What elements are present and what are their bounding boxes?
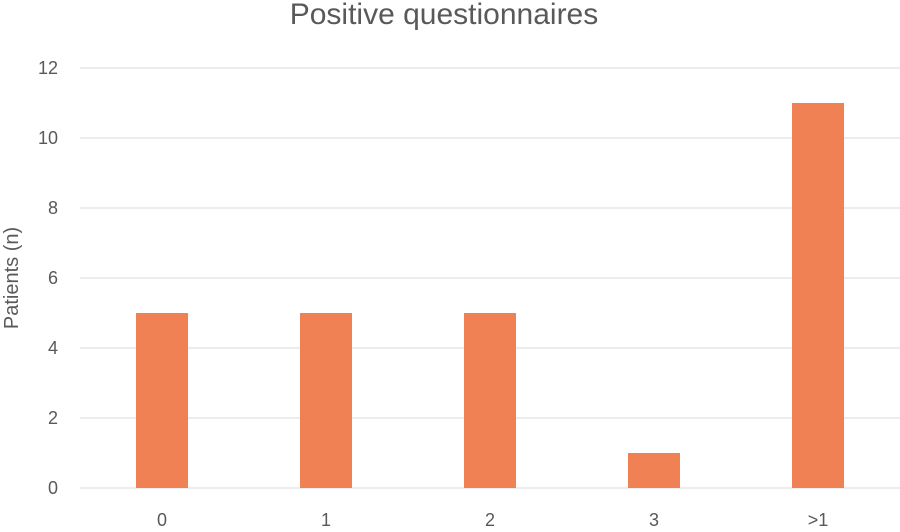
y-tick-label: 2 — [48, 408, 58, 428]
bars — [136, 103, 844, 488]
y-tick-label: 4 — [48, 338, 58, 358]
y-tick-label: 6 — [48, 268, 58, 288]
chart-title: Positive questionnaires — [290, 0, 599, 31]
bar-0 — [136, 313, 188, 488]
y-tick-label: 8 — [48, 198, 58, 218]
x-axis-ticks: 0 1 2 3 >1 — [157, 510, 829, 530]
bar-3 — [628, 453, 680, 488]
x-tick-label: 1 — [321, 510, 331, 527]
bar-2 — [464, 313, 516, 488]
y-tick-label: 0 — [48, 478, 58, 498]
x-tick-label: 2 — [485, 510, 495, 527]
y-axis-ticks: 0 2 4 6 8 10 12 — [38, 58, 58, 498]
x-tick-label: >1 — [808, 510, 829, 527]
y-tick-label: 10 — [38, 128, 58, 148]
x-tick-label: 0 — [157, 510, 167, 527]
bar->1 — [792, 103, 844, 488]
y-axis-label: Patients (n) — [1, 227, 23, 329]
y-tick-label: 12 — [38, 58, 58, 78]
bar-1 — [300, 313, 352, 488]
x-tick-label: 3 — [649, 510, 659, 527]
